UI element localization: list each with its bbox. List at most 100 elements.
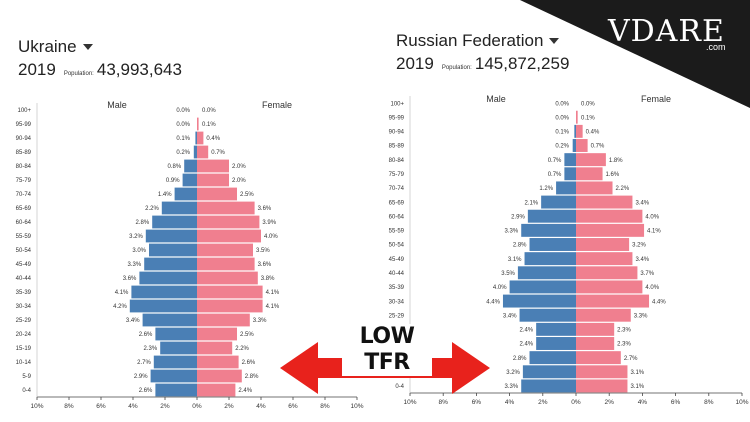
male-bar: [521, 379, 576, 393]
female-value-label: 3.5%: [256, 248, 270, 254]
female-bar: [576, 223, 645, 237]
female-bar: [576, 238, 630, 251]
female-value-label: 0.1%: [581, 115, 595, 121]
year-population-line: 2019 Population: 43,993,643: [18, 60, 182, 80]
male-bar: [145, 229, 197, 243]
male-value-label: 4.4%: [486, 299, 500, 305]
female-value-label: 0.0%: [202, 108, 216, 114]
male-value-label: 0.1%: [555, 130, 569, 136]
female-value-label: 0.7%: [591, 144, 605, 150]
female-bar: [576, 167, 603, 181]
female-value-label: 4.0%: [264, 234, 278, 240]
male-bar: [161, 201, 197, 215]
age-group-label: 70-74: [16, 192, 32, 198]
male-value-label: 3.2%: [506, 370, 520, 376]
age-group-label: 45-49: [389, 257, 405, 263]
male-bar: [160, 341, 197, 355]
female-bar: [197, 285, 263, 299]
male-value-label: 4.1%: [115, 290, 129, 296]
male-value-label: 3.3%: [505, 384, 519, 390]
x-tick-label: 4%: [128, 403, 138, 410]
female-value-label: 4.4%: [652, 299, 666, 305]
age-group-label: 85-89: [16, 150, 32, 156]
age-group-label: 40-44: [16, 276, 32, 282]
male-bar: [519, 308, 576, 322]
female-bar: [576, 153, 606, 167]
male-bar: [193, 145, 197, 159]
female-bar: [576, 181, 613, 195]
female-bar: [576, 195, 633, 209]
male-bar: [522, 365, 576, 379]
age-group-label: 90-94: [16, 136, 32, 142]
female-value-label: 3.3%: [253, 318, 267, 324]
male-bar: [131, 285, 197, 299]
female-bar: [576, 294, 650, 308]
age-group-label: 95-99: [16, 122, 32, 128]
x-tick-label: 10%: [735, 399, 748, 406]
male-value-label: 2.8%: [513, 356, 527, 362]
female-value-label: 3.8%: [261, 276, 275, 282]
male-value-label: 2.3%: [144, 346, 158, 352]
male-value-label: 0.7%: [548, 158, 562, 164]
female-bar: [576, 280, 643, 294]
male-header: Male: [486, 94, 506, 104]
male-value-label: 1.4%: [158, 192, 172, 198]
age-group-label: 50-54: [16, 248, 32, 254]
male-value-label: 2.7%: [137, 360, 151, 366]
female-bar: [197, 355, 239, 369]
male-bar: [144, 257, 197, 271]
age-group-label: 70-74: [389, 186, 405, 192]
male-bar: [152, 215, 197, 229]
male-bar: [195, 131, 197, 145]
male-bar: [529, 238, 576, 251]
female-bar: [197, 271, 258, 285]
age-group-label: 15-19: [16, 346, 32, 352]
male-value-label: 3.4%: [503, 313, 517, 319]
female-bar: [576, 139, 588, 152]
male-value-label: 4.2%: [113, 304, 127, 310]
female-header: Female: [262, 100, 292, 110]
female-value-label: 3.9%: [262, 220, 276, 226]
x-tick-label: 8%: [704, 399, 714, 406]
female-value-label: 2.0%: [232, 178, 246, 184]
male-value-label: 0.0%: [555, 101, 569, 107]
x-tick-label: 0%: [571, 399, 581, 406]
age-group-label: 0-4: [395, 384, 404, 390]
x-tick-label: 0%: [192, 403, 202, 410]
female-bar: [197, 145, 209, 159]
female-value-label: 4.0%: [645, 214, 659, 220]
male-bar: [517, 266, 576, 280]
male-bar: [521, 223, 576, 237]
age-group-label: 35-39: [16, 290, 32, 296]
male-value-label: 2.8%: [136, 220, 150, 226]
x-tick-label: 2%: [604, 399, 614, 406]
age-group-label: 60-64: [389, 214, 405, 220]
female-bar: [197, 313, 250, 327]
male-value-label: 1.2%: [539, 186, 553, 192]
age-group-label: 100+: [390, 101, 404, 107]
female-bar: [197, 229, 261, 243]
male-value-label: 0.1%: [176, 136, 190, 142]
caret-down-icon[interactable]: [82, 43, 93, 50]
male-bar: [149, 243, 197, 257]
x-tick-label: 4%: [505, 399, 515, 406]
male-bar: [574, 124, 576, 138]
female-bar: [197, 159, 229, 173]
country-selector[interactable]: Ukraine: [18, 37, 93, 57]
male-bar: [174, 187, 197, 201]
male-value-label: 3.4%: [126, 318, 140, 324]
female-bar: [576, 337, 615, 350]
age-group-label: 80-84: [16, 164, 32, 170]
female-value-label: 2.5%: [240, 192, 254, 198]
male-bar: [153, 355, 197, 369]
age-group-label: 55-59: [16, 234, 32, 240]
female-bar: [197, 201, 255, 215]
x-tick-label: 10%: [403, 399, 416, 406]
male-value-label: 2.1%: [524, 200, 538, 206]
age-group-label: 0-4: [22, 388, 31, 394]
russia-panel: Russian Federation 2019 Population: 145,87…: [378, 0, 750, 422]
age-group-label: 45-49: [16, 262, 32, 268]
x-tick-label: 6%: [671, 399, 681, 406]
age-group-label: 80-84: [389, 158, 405, 164]
vdare-com-label: .com: [706, 42, 726, 52]
